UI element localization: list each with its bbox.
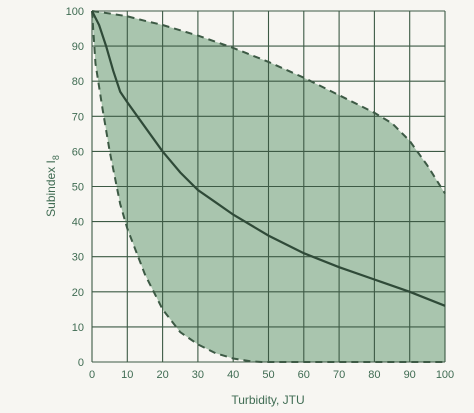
- y-tick-label: 30: [72, 252, 84, 264]
- x-tick-labels: 0 10 20 30 40 50 60 70 80 90 100: [89, 369, 454, 381]
- y-tick-labels: 0 10 20 30 40 50 60 70 80 90 100: [66, 6, 84, 369]
- y-tick-label: 90: [72, 41, 84, 53]
- y-tick-label: 10: [72, 322, 84, 334]
- y-tick-label: 70: [72, 111, 84, 123]
- grid: [91, 10, 446, 363]
- x-tick-label: 0: [89, 369, 95, 381]
- x-tick-label: 90: [404, 369, 416, 381]
- y-tick-label: 50: [72, 182, 84, 194]
- x-tick-label: 10: [121, 369, 133, 381]
- y-tick-label: 100: [66, 6, 84, 18]
- y-axis-title-text: Subindex I: [44, 160, 58, 217]
- y-tick-label: 80: [72, 76, 84, 88]
- y-axis-title-subscript: 8: [51, 155, 61, 160]
- x-tick-label: 70: [333, 369, 345, 381]
- x-tick-label: 80: [368, 369, 380, 381]
- y-tick-label: 60: [72, 146, 84, 158]
- band-lower-line: [91, 10, 445, 363]
- x-axis-title: Turbidity, JTU: [231, 393, 304, 407]
- x-tick-label: 20: [156, 369, 168, 381]
- curves: [91, 10, 446, 363]
- x-tick-label: 30: [192, 369, 204, 381]
- y-tick-label: 40: [72, 217, 84, 229]
- x-tick-label: 40: [227, 369, 239, 381]
- y-tick-label: 20: [72, 287, 84, 299]
- x-tick-label: 50: [262, 369, 274, 381]
- x-tick-label: 100: [436, 369, 454, 381]
- y-axis-title: Subindex I8: [44, 155, 61, 217]
- central-curve: [91, 10, 446, 307]
- x-tick-label: 60: [298, 369, 310, 381]
- y-tick-label: 0: [78, 357, 84, 369]
